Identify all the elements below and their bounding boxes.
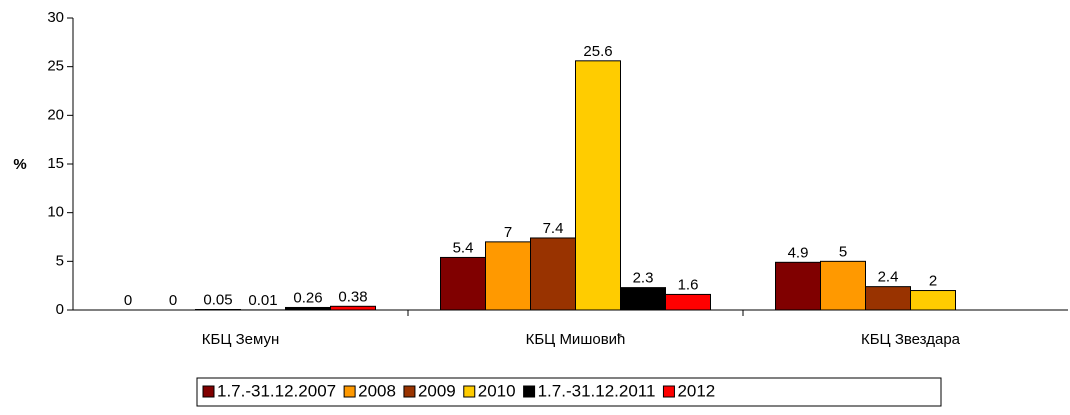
bar <box>910 290 956 311</box>
y-tick-label: 10 <box>47 204 64 221</box>
value-label: 0.01 <box>248 292 277 309</box>
legend-label: 2008 <box>358 381 396 400</box>
legend-swatch <box>202 385 215 398</box>
legend-swatch <box>403 385 416 398</box>
value-label: 5.4 <box>453 239 474 256</box>
legend-swatch <box>662 385 675 398</box>
bar <box>330 305 376 311</box>
legend-label: 2009 <box>418 381 456 400</box>
value-label: 0 <box>169 292 177 309</box>
value-label: 7 <box>504 224 512 241</box>
bar <box>530 237 576 311</box>
legend-label: 2012 <box>677 381 715 400</box>
y-tick-label: 15 <box>47 155 64 172</box>
bar <box>285 306 331 311</box>
value-label: 1.6 <box>678 276 699 293</box>
bar <box>575 60 621 311</box>
value-label: 5 <box>839 243 847 260</box>
bar <box>665 293 711 311</box>
bar <box>820 260 866 311</box>
value-label: 0.26 <box>293 289 322 306</box>
y-tick-label: 25 <box>47 58 64 75</box>
bar <box>440 256 486 311</box>
legend-swatch <box>463 385 476 398</box>
y-tick-label: 5 <box>56 252 64 269</box>
x-tick-label: КБЦ Звездара <box>861 331 961 348</box>
value-label: 0.05 <box>203 291 232 308</box>
legend-label: 2010 <box>478 381 516 400</box>
value-label: 25.6 <box>583 43 612 60</box>
bar <box>775 261 821 311</box>
value-label: 0.38 <box>338 288 367 305</box>
bar <box>485 241 531 311</box>
x-tick-label: КБЦ Мишовић <box>526 331 626 348</box>
value-label: 7.4 <box>543 220 564 237</box>
value-label: 2.4 <box>878 269 899 286</box>
legend-box <box>196 377 942 407</box>
value-label: 4.9 <box>788 244 809 261</box>
y-axis-label: % <box>13 156 26 173</box>
x-tick-label: КБЦ Земун <box>202 331 280 348</box>
legend-swatch <box>523 385 536 398</box>
y-tick-label: 20 <box>47 106 64 123</box>
bar <box>865 286 911 311</box>
legend-label: 1.7.-31.12.2007 <box>217 381 336 400</box>
y-tick-label: 0 <box>56 301 64 318</box>
value-label: 0 <box>124 292 132 309</box>
legend-label: 1.7.-31.12.2011 <box>538 381 656 400</box>
value-label: 2 <box>929 273 937 290</box>
value-label: 2.3 <box>633 270 654 287</box>
y-tick-label: 30 <box>47 9 64 26</box>
legend-swatch <box>343 385 356 398</box>
bar <box>620 287 666 311</box>
